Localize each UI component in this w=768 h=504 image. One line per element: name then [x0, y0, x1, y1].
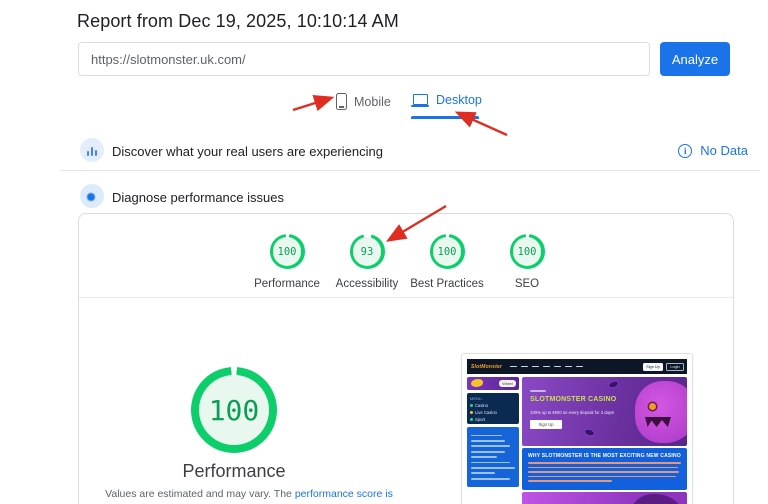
performance-big-score: 100	[208, 393, 260, 427]
lighthouse-report-card: 100 Performance 93 Accessibility 100 Bes…	[78, 213, 734, 504]
no-data-link[interactable]: i No Data	[678, 143, 748, 158]
footnote-text: Values are estimated and may vary. The	[105, 488, 295, 500]
accessibility-score-value: 93	[360, 245, 374, 258]
score-gauge-best-practices[interactable]: 100 Best Practices	[407, 234, 487, 290]
desktop-laptop-icon	[411, 93, 429, 107]
url-input[interactable]	[91, 51, 637, 67]
hero-subtitle: 100% up to €500 on every deposit for 3 d…	[530, 410, 615, 415]
site-screenshot-thumbnail: SlotMonster Sign Up Login Wheel MENU Cas…	[461, 353, 693, 504]
analyze-button[interactable]: Analyze	[660, 42, 730, 76]
score-gauge-accessibility[interactable]: 93 Accessibility	[327, 234, 407, 290]
score-gauge-performance[interactable]: 100 Performance	[247, 234, 327, 290]
tab-desktop[interactable]: Desktop	[411, 93, 482, 107]
performance-score-value: 100	[277, 245, 297, 258]
site-menu-item: Casino	[470, 403, 516, 408]
performance-footnote: Values are estimated and may vary. The p…	[84, 487, 414, 504]
tab-mobile-label: Mobile	[354, 94, 391, 109]
site-hero-banner: SLOTMONSTER CASINO 100% up to €500 on ev…	[522, 377, 687, 446]
diagnose-gauge-icon	[80, 184, 104, 208]
why-section-title: WHY SLOTMONSTER IS THE MOST EXCITING NEW…	[528, 453, 681, 459]
discover-section-title: Discover what your real users are experi…	[112, 144, 383, 159]
site-wheel-button: Wheel	[499, 380, 516, 387]
best-practices-score-ring: 100	[429, 234, 465, 269]
url-input-wrapper	[78, 42, 650, 76]
monster-week-illustration	[631, 494, 683, 504]
site-why-section: WHY SLOTMONSTER IS THE MOST EXCITING NEW…	[522, 448, 687, 490]
hero-eyebrow-placeholder	[530, 390, 546, 392]
real-users-icon	[80, 138, 104, 162]
arrow-to-mobile-tab	[292, 95, 335, 112]
site-menu-item: Sport	[470, 417, 516, 422]
performance-score-label: Performance	[254, 278, 320, 290]
active-tab-underline	[411, 116, 479, 119]
site-wheel-banner: Wheel	[467, 377, 519, 390]
page-title: Report from Dec 19, 2025, 10:10:14 AM	[77, 11, 399, 31]
score-gauge-seo[interactable]: 100 SEO	[487, 234, 567, 290]
seo-score-ring: 100	[509, 234, 545, 269]
seo-score-label: SEO	[514, 278, 540, 290]
performance-heading: Performance	[182, 461, 286, 481]
site-screenshot-content: SlotMonster Sign Up Login Wheel MENU Cas…	[467, 359, 687, 504]
best-practices-score-value: 100	[437, 245, 457, 258]
hero-title: SLOTMONSTER CASINO	[530, 396, 617, 403]
site-menu-box: MENU Casino Live Casino Sport	[467, 393, 519, 424]
site-monster-week-section: MONSTER WEEK!	[522, 492, 687, 504]
coin-chip-icon	[607, 379, 620, 390]
site-nav-menu-placeholder	[510, 365, 584, 368]
accessibility-score-label: Accessibility	[335, 278, 399, 290]
tab-desktop-label: Desktop	[436, 93, 482, 107]
hero-signup-button: Sign Up	[530, 420, 562, 429]
score-summary-row: 100 Performance 93 Accessibility 100 Bes…	[79, 234, 735, 290]
score-calculated-link[interactable]: performance score is calculated	[225, 488, 393, 504]
card-divider	[79, 297, 733, 298]
site-sidebar: Wheel MENU Casino Live Casino Sport	[467, 377, 519, 488]
site-toc-links-placeholder	[467, 427, 519, 488]
site-main-column: SLOTMONSTER CASINO 100% up to €500 on ev…	[522, 377, 687, 504]
site-signup-button: Sign Up	[643, 362, 663, 371]
diagnose-section-title: Diagnose performance issues	[112, 190, 284, 205]
accessibility-score-ring: 93	[349, 234, 385, 269]
performance-big-gauge: 100	[191, 367, 277, 453]
best-practices-score-label: Best Practices	[410, 278, 484, 290]
no-data-label: No Data	[700, 143, 748, 158]
section-divider	[60, 170, 760, 171]
site-mascot-icon	[471, 379, 483, 387]
site-logo: SlotMonster	[471, 363, 503, 370]
site-navbar: SlotMonster Sign Up Login	[467, 359, 687, 374]
coin-chip-icon	[583, 427, 596, 438]
site-login-button: Login	[666, 362, 684, 371]
site-menu-title: MENU	[470, 395, 482, 401]
site-menu-item: Live Casino	[470, 410, 516, 415]
monster-illustration	[635, 381, 687, 443]
info-icon[interactable]: i	[678, 143, 693, 158]
performance-score-ring: 100	[269, 234, 305, 269]
tab-mobile[interactable]: Mobile	[336, 93, 391, 110]
mobile-phone-icon	[336, 93, 347, 110]
seo-score-value: 100	[517, 245, 537, 258]
